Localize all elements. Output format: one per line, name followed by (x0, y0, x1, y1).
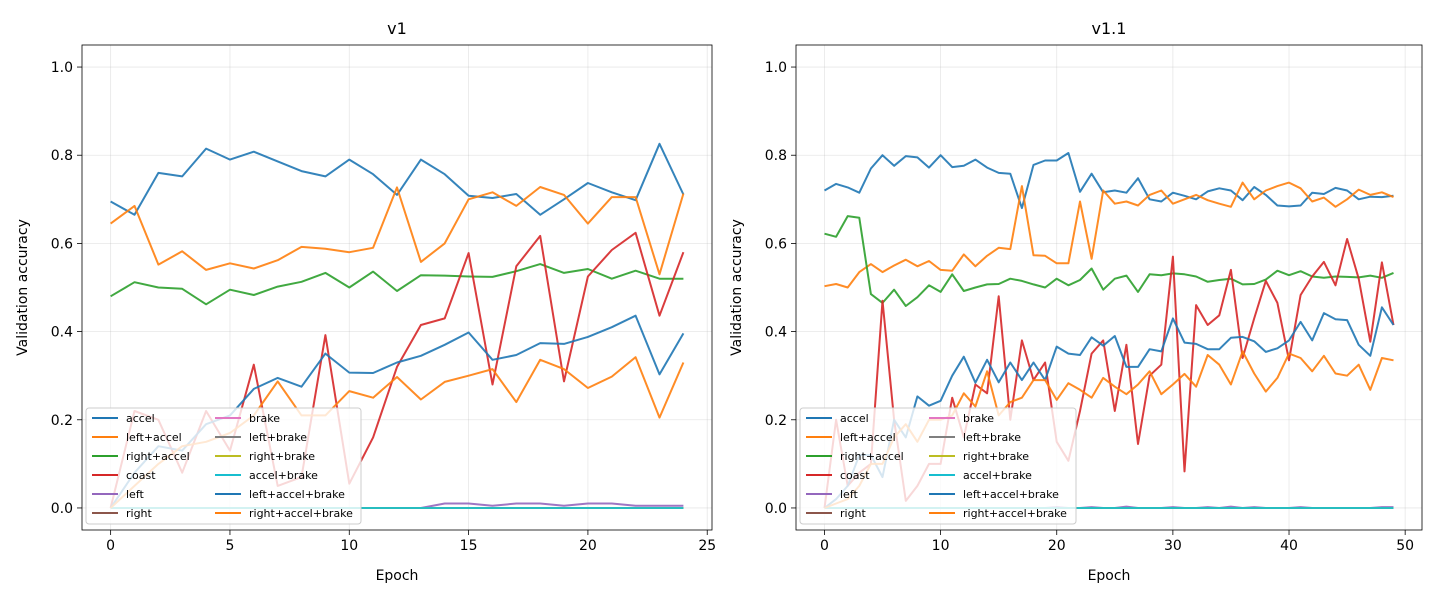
y-tick-label: 0.6 (51, 236, 73, 252)
series-line-left-accel-brake (823, 306, 1395, 509)
x-tick-label: 10 (932, 538, 950, 554)
legend-label: left+brake (963, 431, 1021, 444)
x-tick-label: 5 (225, 538, 234, 554)
legend-label: right+accel+brake (963, 507, 1067, 520)
y-tick-label: 0.4 (51, 325, 73, 341)
series-line-accel (110, 142, 685, 216)
legend: accel left+accel right+accel coast left right… (85, 407, 362, 525)
legend-label: left+accel+brake (963, 488, 1059, 501)
x-tick-label: 10 (340, 538, 358, 554)
y-tick-label: 0.0 (765, 501, 787, 517)
subplot-2: 0 10 20 30 40 50 0.0 0.2 0.4 0.6 0.8 1.0 v1.1 Epoch Va… (729, 19, 1423, 584)
y-axis-label: Validation accuracy (729, 219, 745, 356)
legend-label: left+accel (126, 431, 182, 444)
y-tick-label: 0.2 (765, 413, 787, 429)
legend-label: brake (249, 412, 280, 425)
legend-label: accel (126, 412, 155, 425)
y-tick-label: 0.0 (51, 501, 73, 517)
legend: accel left+accel right+accel coast left right… (799, 407, 1077, 525)
x-tick-label: 15 (460, 538, 478, 554)
legend-label: right (126, 507, 153, 520)
axes-frame (81, 44, 713, 531)
x-tick-label: 0 (820, 538, 829, 554)
legend-label: brake (963, 412, 994, 425)
legend-label: right+accel (840, 450, 904, 463)
legend-label: right+brake (249, 450, 315, 463)
series-line-left-accel (110, 186, 685, 276)
x-axis-label: Epoch (1088, 568, 1131, 584)
series-line-right-accel (824, 215, 1394, 307)
legend-label: right+brake (963, 450, 1029, 463)
y-tick-label: 0.8 (765, 148, 787, 164)
legend-label: left+accel+brake (249, 488, 345, 501)
y-tick-label: 0.4 (765, 325, 787, 341)
subplot-title: v1 (387, 19, 407, 38)
legend-label: left+accel (840, 431, 896, 444)
y-tick-label: 1.0 (765, 60, 787, 76)
legend-label: right (840, 507, 867, 520)
legend-label: left+brake (249, 431, 307, 444)
series-line-left-accel (824, 181, 1394, 289)
legend-frame (85, 407, 362, 525)
legend-label: accel+brake (249, 469, 318, 482)
x-tick-label: 50 (1396, 538, 1414, 554)
axes-frame (795, 44, 1423, 531)
series-line-right-accel (110, 263, 684, 306)
legend-label: accel (840, 412, 869, 425)
y-tick-label: 1.0 (51, 60, 73, 76)
legend-label: accel+brake (963, 469, 1032, 482)
legend-label: coast (126, 469, 156, 482)
legend-label: left (840, 488, 859, 501)
x-tick-label: 20 (579, 538, 597, 554)
x-tick-label: 0 (106, 538, 115, 554)
x-tick-label: 25 (698, 538, 716, 554)
x-tick-label: 40 (1280, 538, 1298, 554)
y-axis-label: Validation accuracy (15, 219, 31, 356)
legend-label: right+accel+brake (249, 507, 353, 520)
legend-label: right+accel (126, 450, 190, 463)
subplot-title: v1.1 (1092, 19, 1127, 38)
x-axis-label: Epoch (376, 568, 419, 584)
series-line-accel (824, 152, 1394, 210)
subplot-1: 0 5 10 15 20 25 0.0 0.2 0.4 0.6 0.8 1.0 v1 Epoch Valid… (15, 19, 716, 584)
legend-label: coast (840, 469, 870, 482)
legend-frame (799, 407, 1077, 525)
x-tick-label: 20 (1048, 538, 1066, 554)
x-tick-label: 30 (1164, 538, 1182, 554)
y-tick-label: 0.6 (765, 236, 787, 252)
y-tick-label: 0.2 (51, 413, 73, 429)
y-tick-label: 0.8 (51, 148, 73, 164)
legend-label: left (126, 488, 145, 501)
